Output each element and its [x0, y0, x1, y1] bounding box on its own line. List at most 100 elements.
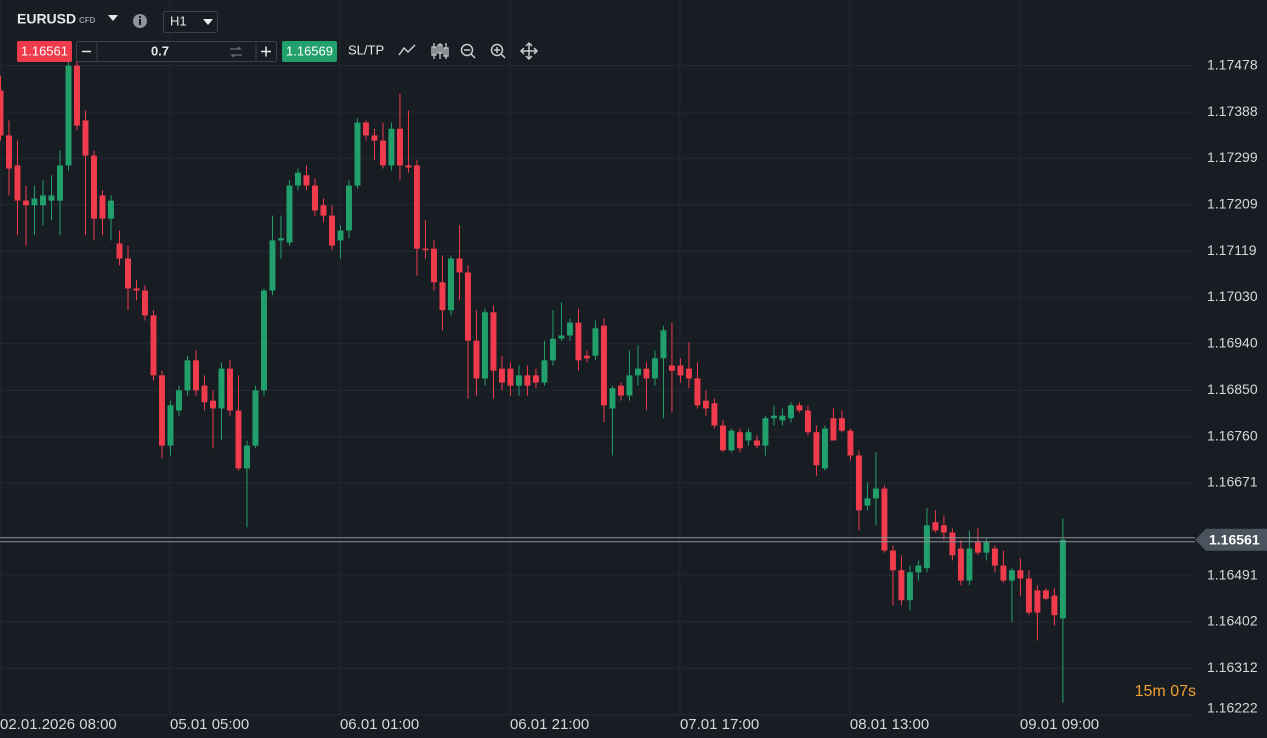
candle-body: [464, 272, 471, 341]
x-tick-label: 07.01 17:00: [680, 716, 759, 733]
candle-body: [447, 258, 454, 311]
candle-body: [549, 338, 556, 361]
candle-body: [634, 368, 641, 376]
candle-body: [498, 368, 505, 383]
candle-body: [728, 430, 735, 451]
candle-body: [753, 440, 760, 446]
grid: [0, 0, 1195, 716]
candle-body: [31, 198, 38, 206]
candle-body: [210, 400, 216, 409]
pan-icon[interactable]: [519, 41, 539, 61]
y-tick-label: 1.16760: [1207, 428, 1258, 444]
candle-body: [600, 325, 607, 406]
candle-body: [719, 425, 726, 451]
candle-body: [108, 200, 114, 219]
line-chart-icon[interactable]: [398, 44, 416, 56]
candle-body: [82, 120, 89, 156]
x-tick-label: 05.01 05:00: [170, 716, 249, 733]
candle-body: [125, 258, 131, 289]
candle-body: [940, 525, 947, 533]
candle-body: [116, 243, 123, 259]
candle-chart-icon[interactable]: [431, 43, 449, 59]
candle-body: [898, 570, 905, 601]
symbol-type: CFD: [79, 16, 96, 25]
y-tick-label: 1.16850: [1207, 381, 1258, 397]
candle-body: [541, 360, 548, 383]
candle-body: [966, 548, 973, 581]
candle-body: [261, 290, 267, 391]
swap-icon[interactable]: [230, 46, 242, 58]
candle-body: [150, 315, 157, 376]
candle-body: [762, 418, 769, 446]
candle-body: [923, 525, 930, 569]
candle-body: [295, 172, 301, 186]
candle-body: [558, 335, 565, 339]
candle-body: [643, 368, 650, 379]
timeframe-select[interactable]: [163, 11, 218, 33]
y-tick-label: 1.16940: [1207, 335, 1258, 351]
candle-body: [957, 548, 964, 581]
candle-body: [736, 432, 743, 449]
candle-body: [142, 290, 148, 316]
price-tag-label: 1.16561: [1209, 531, 1260, 547]
buy-price: 1.16569: [286, 43, 333, 58]
candle-body: [227, 368, 233, 411]
zoom-out-icon[interactable]: [460, 43, 476, 59]
y-tick-label: 1.17299: [1207, 149, 1258, 165]
x-tick-label: 02.01.2026 08:00: [0, 716, 117, 733]
candle-body: [218, 368, 225, 409]
candle-body: [1042, 590, 1049, 599]
candle-body: [303, 175, 310, 186]
y-tick-label: 1.17388: [1207, 103, 1258, 119]
x-tick-label: 06.01 01:00: [340, 716, 419, 733]
candle-body: [702, 400, 709, 409]
candle-body: [813, 432, 820, 466]
sell-price: 1.16561: [21, 43, 68, 58]
candle-body: [787, 405, 794, 419]
sell-button[interactable]: [17, 41, 72, 62]
candle-body: [796, 405, 803, 411]
volume[interactable]: 0.7: [151, 43, 169, 58]
sltp-button[interactable]: SL/TP: [348, 42, 384, 57]
candle-body: [651, 358, 658, 379]
candle-body: [379, 140, 386, 166]
candle-body: [609, 388, 616, 409]
y-tick-label: 1.16671: [1207, 474, 1258, 490]
candle-body: [405, 165, 412, 168]
candle-body: [371, 135, 378, 141]
candle-body: [949, 532, 956, 556]
candle-body: [983, 542, 990, 553]
candle-timer: 15m 07s: [1135, 683, 1196, 700]
symbol[interactable]: EURUSD: [17, 11, 76, 27]
timeframe-dropdown: [203, 19, 213, 25]
candle-body: [592, 328, 599, 356]
candle-body: [311, 185, 318, 211]
candle-body: [745, 432, 752, 441]
price-tag: [1195, 528, 1267, 551]
candle-body: [176, 390, 182, 411]
candle-body: [235, 410, 242, 469]
candle-body: [23, 200, 29, 206]
candle-body: [660, 330, 667, 359]
y-tick-label: 1.16312: [1207, 659, 1258, 675]
y-tick-label: 1.16222: [1207, 700, 1258, 716]
candle-body: [252, 390, 259, 446]
x-tick-label: 06.01 21:00: [510, 716, 589, 733]
info-icon-mark: [139, 19, 141, 25]
candle-body: [830, 418, 837, 441]
candle-body: [481, 312, 488, 379]
buy-button[interactable]: [282, 41, 337, 62]
candle-body: [99, 195, 106, 219]
candle-body: [6, 135, 12, 169]
timeframe: H1: [170, 13, 187, 28]
candle-body: [1000, 565, 1007, 581]
candle-body: [244, 445, 250, 469]
symbol-dropdown[interactable]: [108, 15, 118, 21]
y-tick-label: 1.17030: [1207, 288, 1258, 304]
candle-body: [388, 128, 395, 166]
zoom-in-icon[interactable]: [490, 43, 506, 59]
y-tick-label: 1.16491: [1207, 567, 1258, 583]
candle-body: [532, 375, 539, 383]
